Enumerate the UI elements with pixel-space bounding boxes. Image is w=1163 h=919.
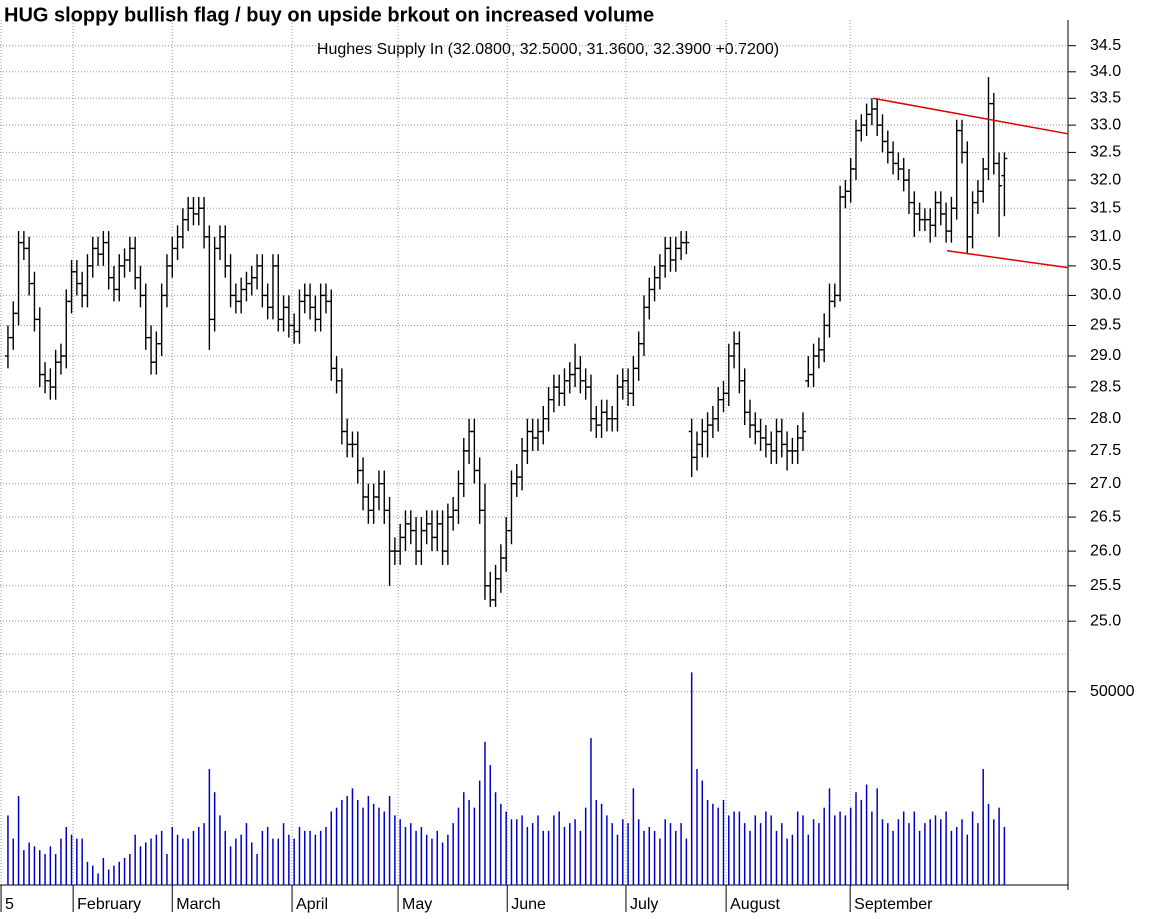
y-tick-label: 28.5 [1090, 378, 1121, 395]
y-tick-label: 29.5 [1090, 317, 1121, 334]
y-tick-label: 30.5 [1090, 257, 1121, 274]
x-tick-label: July [630, 896, 658, 913]
y-tick-label: 33.0 [1090, 116, 1121, 133]
chart-title: HUG sloppy bullish flag / buy on upside … [4, 4, 654, 26]
y-tick-label: 25.5 [1090, 577, 1121, 594]
y-tick-label: 27.0 [1090, 475, 1121, 492]
y-tick-label: 30.0 [1090, 287, 1121, 304]
x-tick-label: May [402, 896, 432, 913]
y-tick-label: 31.0 [1090, 228, 1121, 245]
x-tick-label: June [511, 896, 546, 913]
y-tick-label: 32.0 [1090, 171, 1121, 188]
x-tick-label: September [854, 896, 933, 913]
y-tick-label: 33.5 [1090, 89, 1121, 106]
trend-line [872, 97, 1069, 135]
y-tick-label: 31.5 [1090, 199, 1121, 216]
y-tick-label: 26.0 [1090, 542, 1121, 559]
x-tick-label: August [730, 896, 780, 913]
y-tick-label: 27.5 [1090, 442, 1121, 459]
x-tick-label: 5 [5, 896, 14, 913]
chart-subtitle: Hughes Supply In (32.0800, 32.5000, 31.3… [317, 41, 779, 58]
y-tick-label: 34.5 [1090, 37, 1121, 54]
x-tick-label: April [296, 896, 328, 913]
y-tick-label: 34.0 [1090, 63, 1121, 80]
y-tick-label: 26.5 [1090, 508, 1121, 525]
y-tick-label: 32.5 [1090, 144, 1121, 161]
x-tick-label: March [176, 896, 220, 913]
y-tick-label: 29.0 [1090, 347, 1121, 364]
y-tick-label: 50000 [1090, 683, 1135, 700]
trend-line [947, 249, 1069, 269]
y-tick-label: 25.0 [1090, 612, 1121, 629]
x-tick-label: February [77, 896, 141, 913]
y-tick-label: 28.0 [1090, 410, 1121, 427]
